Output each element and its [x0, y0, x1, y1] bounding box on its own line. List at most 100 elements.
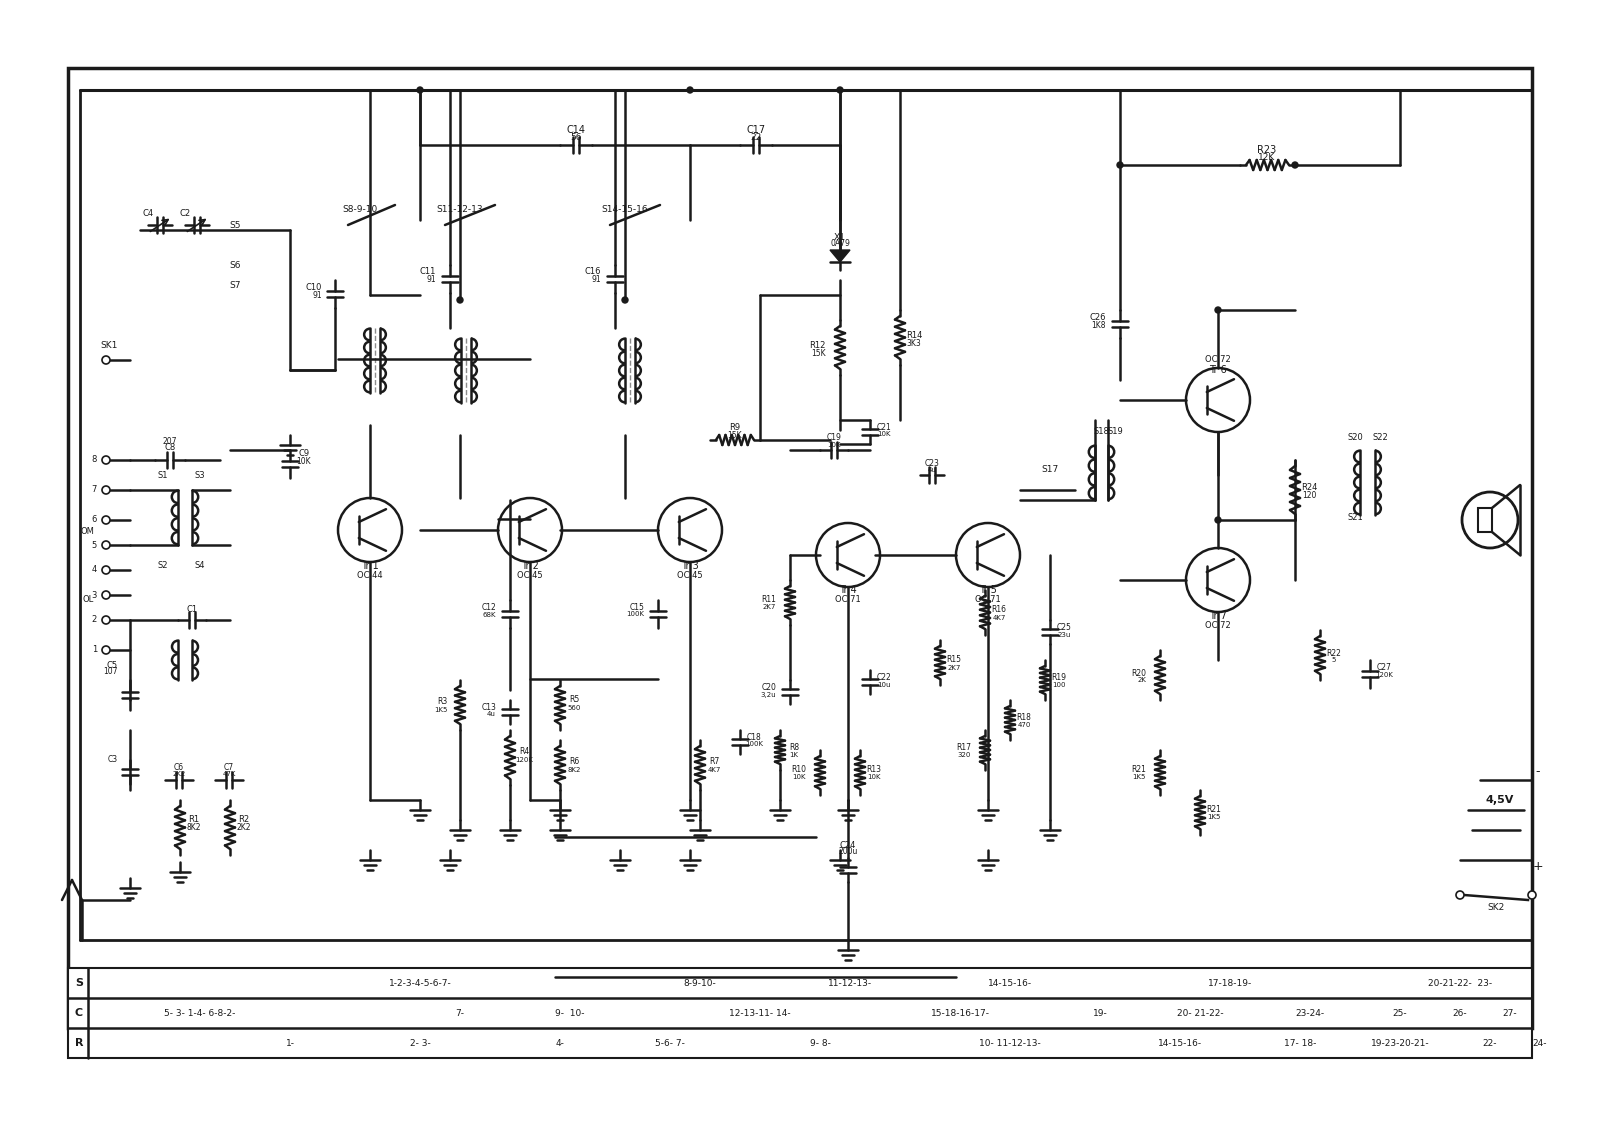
- Text: R4: R4: [518, 748, 530, 757]
- Text: S8-9-10: S8-9-10: [342, 206, 378, 215]
- Text: 19-23-20-21-: 19-23-20-21-: [1371, 1038, 1429, 1047]
- Text: R3: R3: [438, 698, 448, 707]
- Text: C: C: [75, 1008, 83, 1018]
- Text: 2K: 2K: [1138, 677, 1146, 683]
- Circle shape: [102, 356, 110, 364]
- Circle shape: [1293, 162, 1298, 169]
- Text: C13: C13: [482, 702, 496, 711]
- Text: 12-13-11- 14-: 12-13-11- 14-: [730, 1009, 790, 1018]
- Text: 2: 2: [91, 615, 98, 624]
- Text: S18: S18: [1093, 428, 1109, 437]
- Text: 10K: 10K: [867, 774, 880, 780]
- Text: 15-18-16-17-: 15-18-16-17-: [931, 1009, 989, 1018]
- Circle shape: [102, 516, 110, 524]
- Text: C21: C21: [877, 423, 891, 432]
- Text: R21: R21: [1206, 805, 1221, 814]
- Text: R: R: [75, 1038, 83, 1048]
- Text: 100K: 100K: [626, 611, 643, 618]
- Text: 4K7: 4K7: [707, 767, 720, 772]
- Text: 15K: 15K: [728, 432, 742, 440]
- Text: C23: C23: [925, 458, 939, 467]
- Text: 15K: 15K: [811, 348, 826, 357]
- Text: C18: C18: [747, 733, 762, 742]
- Text: S19: S19: [1107, 428, 1123, 437]
- Text: 100K: 100K: [746, 741, 763, 746]
- Text: 1K: 1K: [789, 752, 798, 758]
- Text: 4-: 4-: [555, 1038, 565, 1047]
- Circle shape: [686, 87, 693, 93]
- Text: 5-6- 7-: 5-6- 7-: [654, 1038, 685, 1047]
- Text: 8: 8: [91, 456, 98, 465]
- Text: OC 45: OC 45: [517, 571, 542, 580]
- Text: 560: 560: [568, 705, 581, 711]
- Circle shape: [102, 592, 110, 599]
- Text: C14: C14: [566, 126, 586, 135]
- Text: S1: S1: [157, 470, 168, 480]
- Text: R16: R16: [992, 605, 1006, 614]
- Text: 120K: 120K: [1374, 672, 1394, 677]
- Text: 91: 91: [312, 291, 322, 300]
- Text: 107: 107: [104, 667, 118, 676]
- Text: 10K: 10K: [827, 442, 840, 448]
- Text: R1: R1: [189, 815, 200, 824]
- Text: C12: C12: [482, 604, 496, 613]
- Text: R23: R23: [1258, 145, 1277, 155]
- Text: 0A79: 0A79: [830, 240, 850, 249]
- Text: C7: C7: [224, 763, 234, 772]
- Text: 1: 1: [91, 646, 98, 655]
- Text: S11-12-13: S11-12-13: [437, 206, 483, 215]
- Text: 207: 207: [163, 438, 178, 447]
- Text: 4u: 4u: [928, 467, 936, 473]
- Text: R13: R13: [867, 766, 882, 775]
- Circle shape: [102, 646, 110, 654]
- Bar: [67, 68, 1533, 1028]
- Polygon shape: [830, 250, 850, 262]
- Text: OC 71: OC 71: [835, 596, 861, 604]
- Text: C24: C24: [840, 841, 856, 851]
- Circle shape: [1117, 162, 1123, 169]
- Text: S22: S22: [1373, 432, 1387, 441]
- Text: S17: S17: [1042, 466, 1059, 475]
- Circle shape: [837, 87, 843, 93]
- Text: C5: C5: [107, 661, 118, 670]
- Text: Tr 6: Tr 6: [1210, 365, 1227, 375]
- Text: C25: C25: [1056, 623, 1072, 632]
- Text: 470: 470: [1018, 722, 1030, 728]
- Text: Tr 1: Tr 1: [362, 561, 379, 571]
- Text: 23u: 23u: [1058, 632, 1070, 638]
- Circle shape: [102, 541, 110, 549]
- Text: R15: R15: [947, 656, 962, 665]
- Circle shape: [1214, 517, 1221, 523]
- Text: C26: C26: [1090, 313, 1106, 322]
- Text: 17-18-19-: 17-18-19-: [1208, 978, 1253, 987]
- Text: Tr 7: Tr 7: [1210, 611, 1227, 621]
- Text: 3: 3: [91, 590, 98, 599]
- Text: +: +: [1533, 860, 1544, 872]
- Bar: [1478, 508, 1491, 532]
- Circle shape: [102, 616, 110, 624]
- Text: X1: X1: [834, 233, 846, 242]
- Text: C1: C1: [187, 605, 197, 614]
- Text: S7: S7: [229, 280, 240, 290]
- Text: 47K: 47K: [222, 771, 235, 777]
- Text: 1-: 1-: [285, 1038, 294, 1047]
- Circle shape: [458, 297, 462, 303]
- Text: 10u: 10u: [877, 682, 891, 688]
- Text: R8: R8: [789, 743, 798, 752]
- Text: C16: C16: [584, 268, 602, 276]
- Text: S20: S20: [1347, 432, 1363, 441]
- Text: R20: R20: [1131, 668, 1146, 677]
- Text: 2K7: 2K7: [947, 665, 960, 671]
- Text: 9-  10-: 9- 10-: [555, 1009, 584, 1018]
- Text: 19-: 19-: [1093, 1009, 1107, 1018]
- Text: 10- 11-12-13-: 10- 11-12-13-: [979, 1038, 1042, 1047]
- Text: 120K: 120K: [515, 757, 533, 763]
- Text: R9: R9: [730, 423, 741, 432]
- Text: 1-2-3-4-5-6-7-: 1-2-3-4-5-6-7-: [389, 978, 451, 987]
- Text: R19: R19: [1051, 673, 1067, 682]
- Text: 68K: 68K: [483, 612, 496, 618]
- Text: C19: C19: [827, 433, 842, 442]
- Text: 8K2: 8K2: [568, 767, 581, 772]
- Text: C27: C27: [1376, 664, 1392, 673]
- Text: R10: R10: [790, 766, 806, 775]
